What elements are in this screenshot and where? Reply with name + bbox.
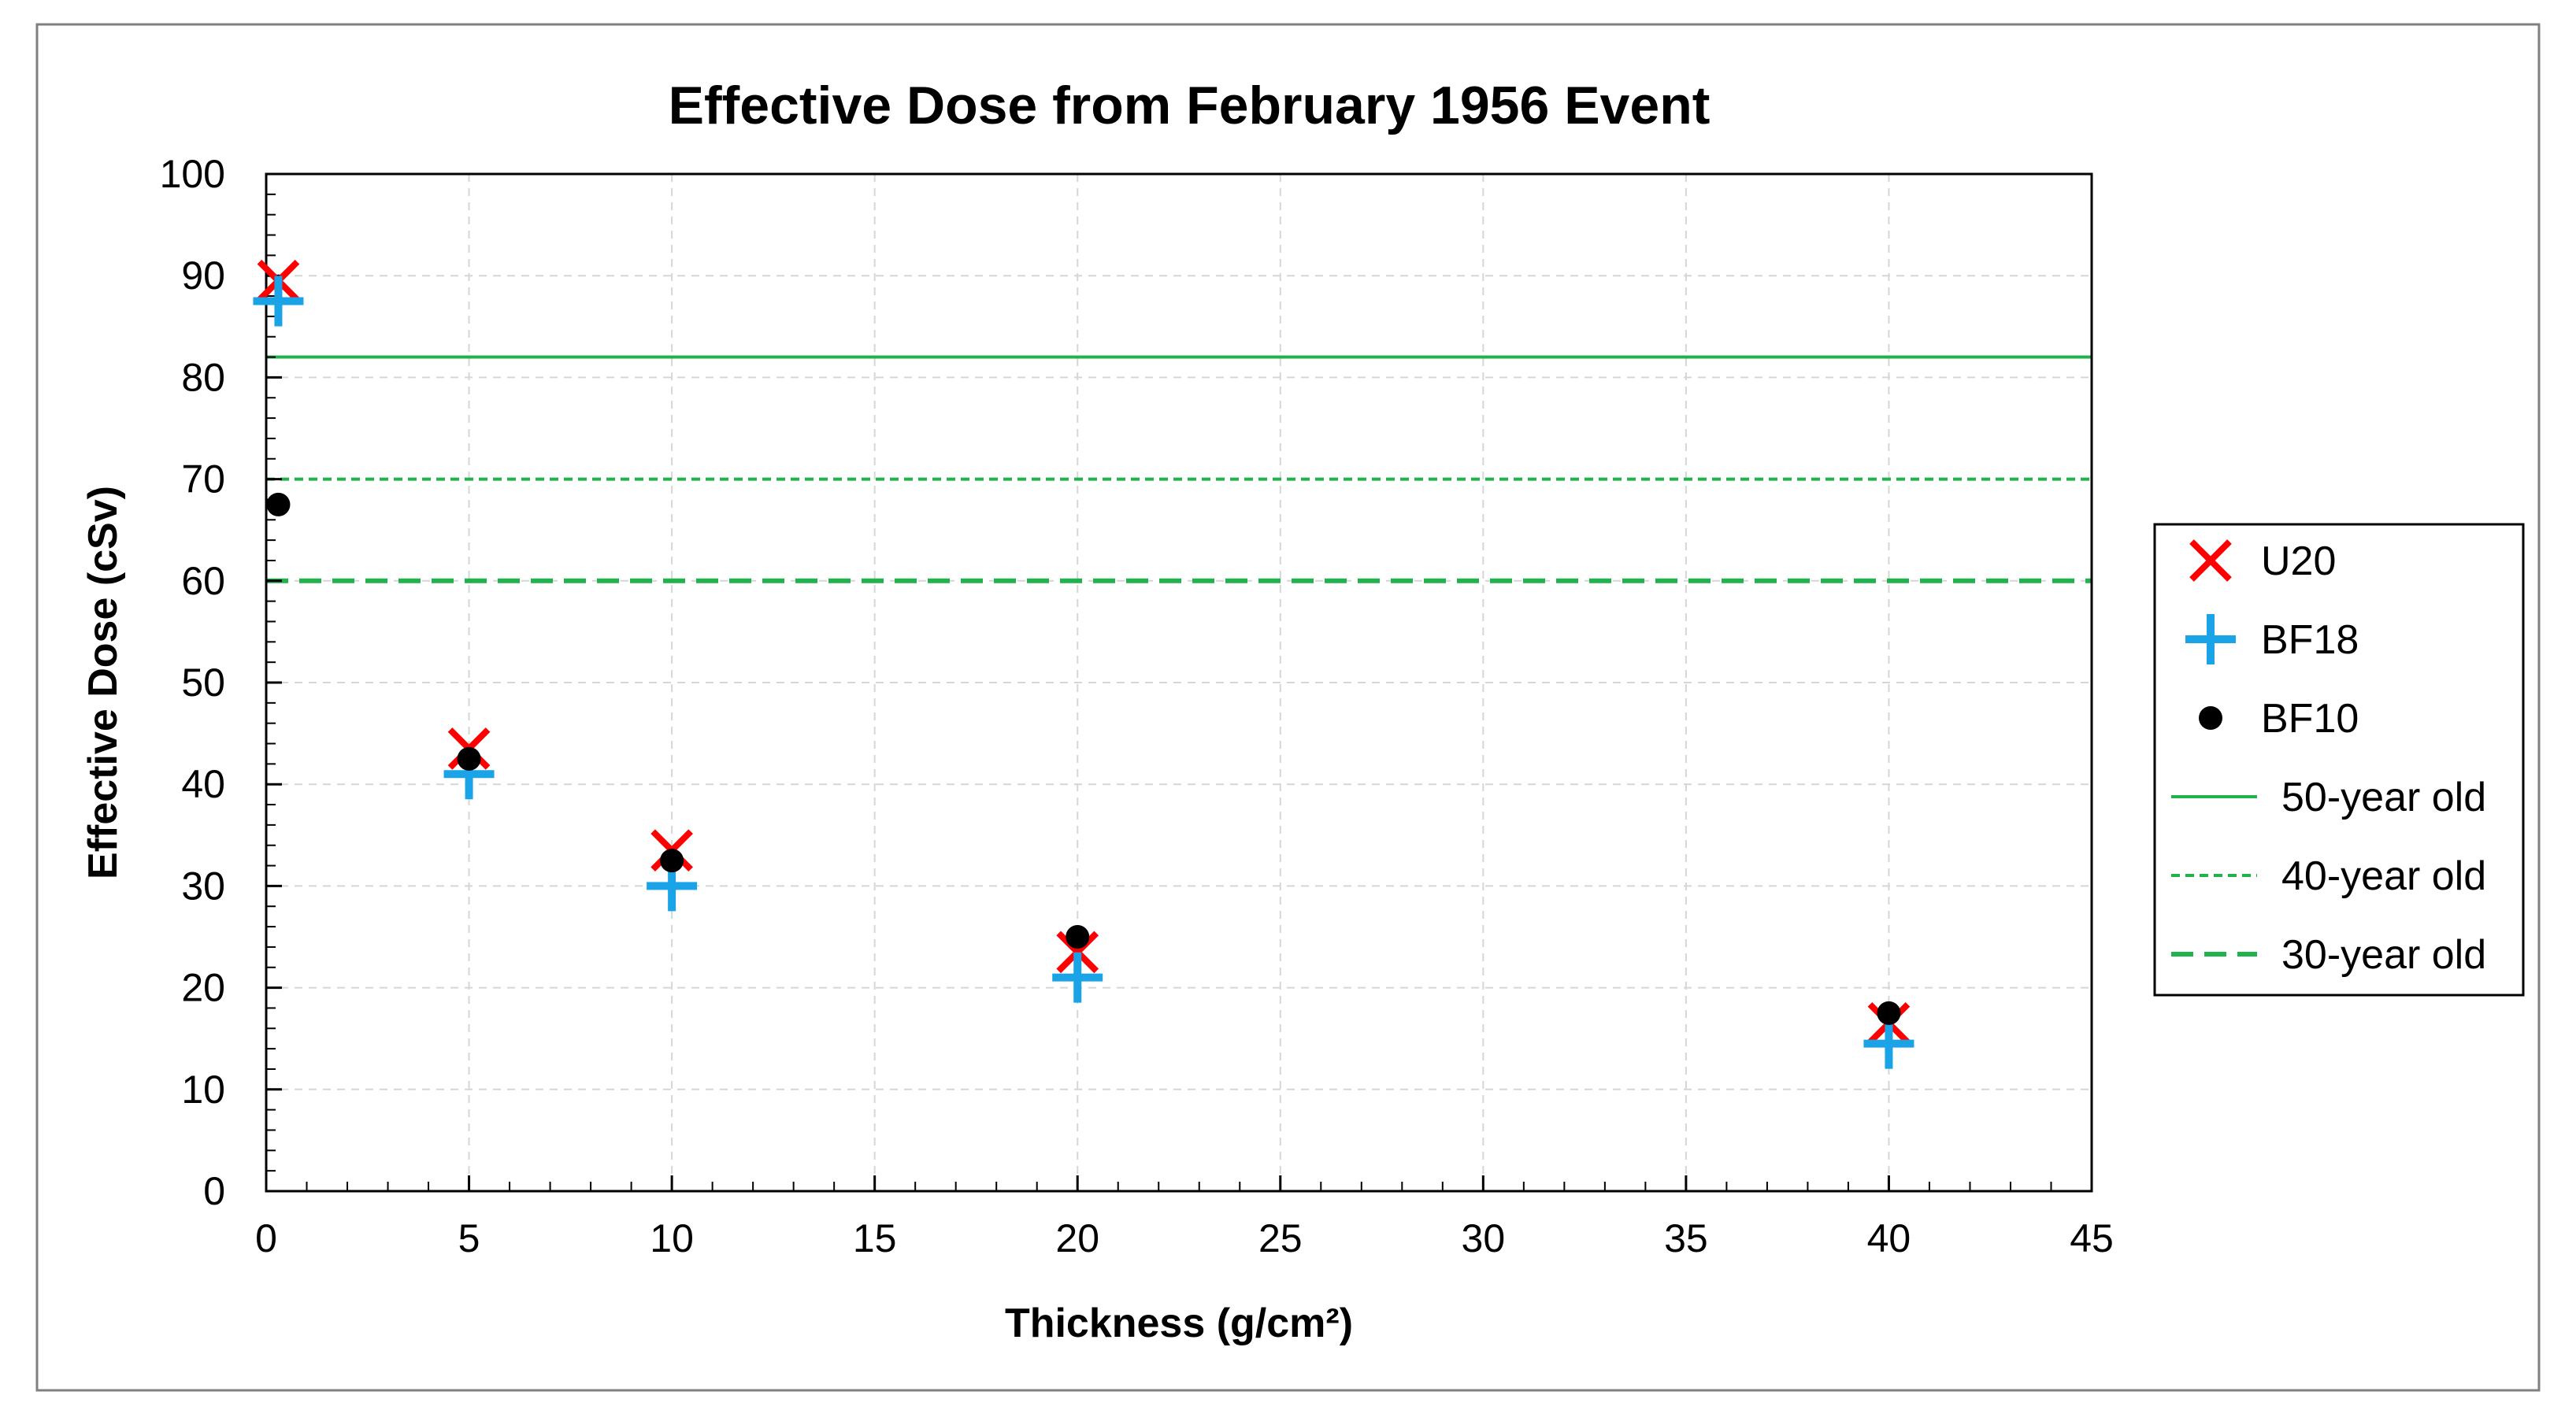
point-bf18 xyxy=(1052,952,1103,1003)
x-stroke xyxy=(1056,931,1099,974)
legend: U20 BF18 BF10 50-year old 40-year old 30-year… xyxy=(2153,523,2525,997)
legend-label-40-year-old: 40-year old xyxy=(2281,853,2486,899)
legend-label-bf10: BF10 xyxy=(2261,696,2359,742)
y-tick-label: 50 xyxy=(181,661,225,705)
legend-label-30-year-old: 30-year old xyxy=(2281,932,2486,978)
data-markers xyxy=(253,259,1914,1069)
point-bf10 xyxy=(266,492,291,516)
y-tick-label: 10 xyxy=(181,1068,225,1112)
x-tick-label: 40 xyxy=(1867,1216,1911,1260)
legend-label-u20: U20 xyxy=(2261,538,2336,584)
point-bf10 xyxy=(1877,1001,1901,1025)
point-bf10 xyxy=(1066,925,1090,949)
x-tick-label: 5 xyxy=(458,1216,480,1260)
chart-frame xyxy=(35,23,2541,1392)
x-tick-label: 25 xyxy=(1258,1216,1303,1260)
y-tick-label: 70 xyxy=(181,457,225,501)
reference-lines xyxy=(266,355,2092,583)
point-bf18 xyxy=(1863,1018,1914,1069)
x-stroke xyxy=(2189,539,2232,582)
y-tick-label: 90 xyxy=(181,254,225,298)
point-u20 xyxy=(1056,931,1099,974)
y-tick-label: 0 xyxy=(203,1169,225,1213)
y-tick-label: 40 xyxy=(181,762,225,806)
legend-marker-u20 xyxy=(2189,539,2232,582)
y-tick-label: 80 xyxy=(181,355,225,399)
x-tick-label: 45 xyxy=(2070,1216,2114,1260)
legend-marker-bf18 xyxy=(2185,614,2236,664)
y-axis-tick-labels: 0 10 20 30 40 50 60 70 80 90 100 xyxy=(160,152,225,1213)
chart-title: Effective Dose from February 1956 Event xyxy=(669,76,1711,135)
x-tick-label: 35 xyxy=(1664,1216,1708,1260)
x-axis-title: Thickness (g/cm²) xyxy=(1005,1301,1353,1346)
legend-marker-bf10 xyxy=(2199,706,2222,730)
x-axis-tick-labels: 0 5 10 15 20 25 30 35 40 45 xyxy=(255,1216,2114,1260)
axis-ticks xyxy=(265,172,2093,1193)
y-tick-label: 100 xyxy=(160,152,225,196)
y-tick-label: 60 xyxy=(181,559,225,603)
point-bf10 xyxy=(660,849,684,873)
legend-label-50-year-old: 50-year old xyxy=(2281,775,2486,820)
y-tick-label: 20 xyxy=(181,966,225,1010)
legend-box xyxy=(2153,523,2525,997)
y-axis-title: Effective Dose (cSv) xyxy=(80,486,126,879)
x-tick-label: 15 xyxy=(853,1216,897,1260)
y-tick-label: 30 xyxy=(181,864,225,908)
point-bf18 xyxy=(253,276,304,327)
point-bf10 xyxy=(457,746,481,771)
x-tick-label: 20 xyxy=(1055,1216,1099,1260)
x-tick-label: 10 xyxy=(650,1216,694,1260)
legend-label-bf18: BF18 xyxy=(2261,617,2359,663)
x-tick-label: 0 xyxy=(255,1216,277,1260)
x-tick-label: 30 xyxy=(1462,1216,1506,1260)
